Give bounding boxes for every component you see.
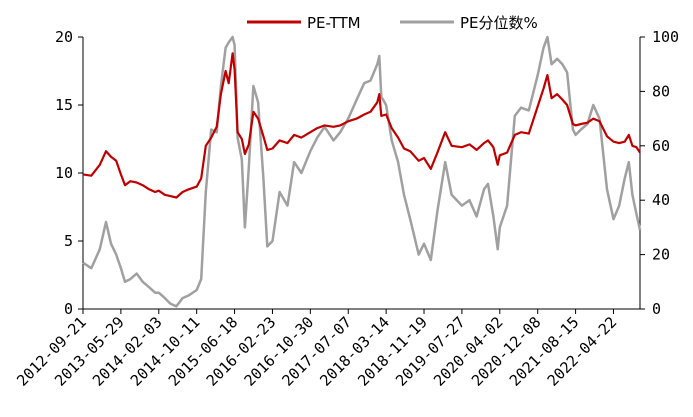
y-left-tick-label: 10 [55,164,73,182]
y-left-tick-label: 5 [64,232,73,250]
series-line-pe-ttm [82,52,641,199]
series-line-pe-percentile [82,35,642,308]
y-left-tick-label: 0 [64,300,73,318]
axes [82,37,641,310]
y-left-tick-label: 15 [55,96,73,114]
y-left-tick-label: 20 [55,28,73,46]
y-right-tick-label: 20 [652,246,670,264]
y-right-tick-label: 0 [652,300,661,318]
y-right-tick-label: 40 [652,191,670,209]
ticks-layer: 051015200204060801002012-09-212013-05-29… [13,28,679,390]
y-right-tick-label: 100 [652,28,679,46]
legend: PE-TTM PE分位数% [247,14,538,32]
y-right-tick-label: 80 [652,82,670,100]
y-right-tick-label: 60 [652,137,670,155]
legend-label-pe-ttm: PE-TTM [307,14,361,32]
series-layer [82,35,642,308]
legend-label-pe-percentile: PE分位数% [460,14,538,32]
